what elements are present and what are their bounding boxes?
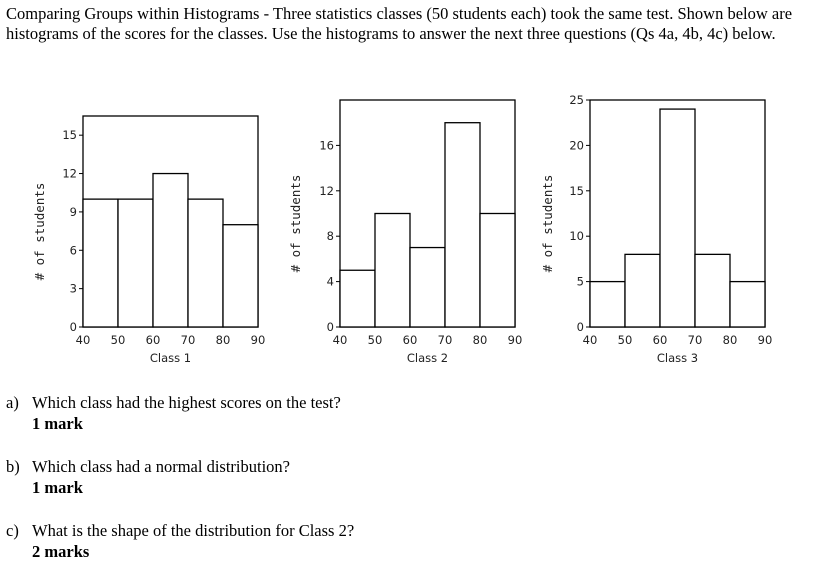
chart3-bar [624,253,661,328]
chart3-ytick-label: 0 [577,320,584,334]
chart2-bar [339,269,376,328]
chart1-bar [117,198,154,328]
question-a-marks: 1 mark [32,414,83,433]
chart1-ytick-label: 3 [70,282,77,296]
question-c-marks: 2 marks [32,542,90,561]
question-c-text: What is the shape of the distribution fo… [32,521,355,540]
chart1-bar [82,198,119,328]
chart1-ytick-label: 9 [70,205,77,219]
chart3-bar [589,280,626,328]
chart1-ytick-label: 12 [62,167,77,181]
chart1-bar [222,224,259,328]
question-c-letter: c) [6,521,19,540]
chart3-xtick-label: 80 [723,333,738,347]
chart3-xtick-label: 60 [653,333,668,347]
chart2-ytick-label: 4 [327,275,334,289]
chart3-xtick-label: 40 [583,333,598,347]
chart1-ytick-label: 0 [70,320,77,334]
chart3-xlabel: Class 3 [657,351,698,365]
chart3-ytick-label: 15 [569,184,584,198]
chart1-xtick-label: 50 [111,333,126,347]
question-a: a) Which class had the highest scores on … [6,392,341,434]
chart3-bar [694,253,731,328]
chart2-xtick-label: 80 [473,333,488,347]
chart1-ytick-label: 15 [62,128,77,142]
chart1-xtick-label: 80 [216,333,231,347]
chart2-xtick-label: 70 [438,333,453,347]
question-a-text: Which class had the highest scores on th… [32,393,341,412]
question-a-letter: a) [6,393,19,412]
chart1-xtick-label: 60 [146,333,161,347]
question-b-text: Which class had a normal distribution? [32,457,290,476]
chart2-xtick-label: 50 [368,333,383,347]
chart2-ytick-label: 12 [319,184,334,198]
chart2-xtick-label: 90 [508,333,523,347]
chart3-xtick-label: 70 [688,333,703,347]
chart1-xtick-label: 70 [181,333,196,347]
question-b-letter: b) [6,457,20,476]
chart3-bar [659,108,696,328]
chart2-ytick-label: 0 [327,320,334,334]
chart3-ylabel: # of students [540,175,555,273]
chart3-ytick-label: 10 [569,229,584,243]
chart2-xtick-label: 60 [403,333,418,347]
chart1-bar [187,198,224,328]
chart1-bar [152,172,189,328]
chart1-ytick-label: 6 [70,243,77,257]
chart1-xtick-label: 90 [251,333,266,347]
chart3-bar [729,280,766,328]
intro-text: Comparing Groups within Histograms - Thr… [6,4,793,43]
chart3-ytick-label: 25 [569,93,584,107]
chart2-ylabel: # of students [288,175,303,273]
chart2-ytick-label: 16 [319,138,334,152]
chart2-xtick-label: 40 [333,333,348,347]
chart2-ytick-label: 8 [327,229,334,243]
question-b: b) Which class had a normal distribution?… [6,456,290,498]
question-c: c) What is the shape of the distribution … [6,520,354,562]
chart1-ylabel: # of students [32,183,47,281]
chart3-ytick-label: 20 [569,138,584,152]
chart3-xtick-label: 50 [618,333,633,347]
chart2-bar [444,122,481,328]
chart2-bar [409,246,446,328]
chart3-xtick-label: 90 [758,333,773,347]
chart1-xtick-label: 40 [76,333,91,347]
chart3-ytick-label: 5 [577,275,584,289]
chart1-xlabel: Class 1 [150,351,191,365]
chart2-bar [479,212,516,328]
question-b-marks: 1 mark [32,478,83,497]
chart2-bar [374,212,411,328]
chart2-xlabel: Class 2 [407,351,448,365]
